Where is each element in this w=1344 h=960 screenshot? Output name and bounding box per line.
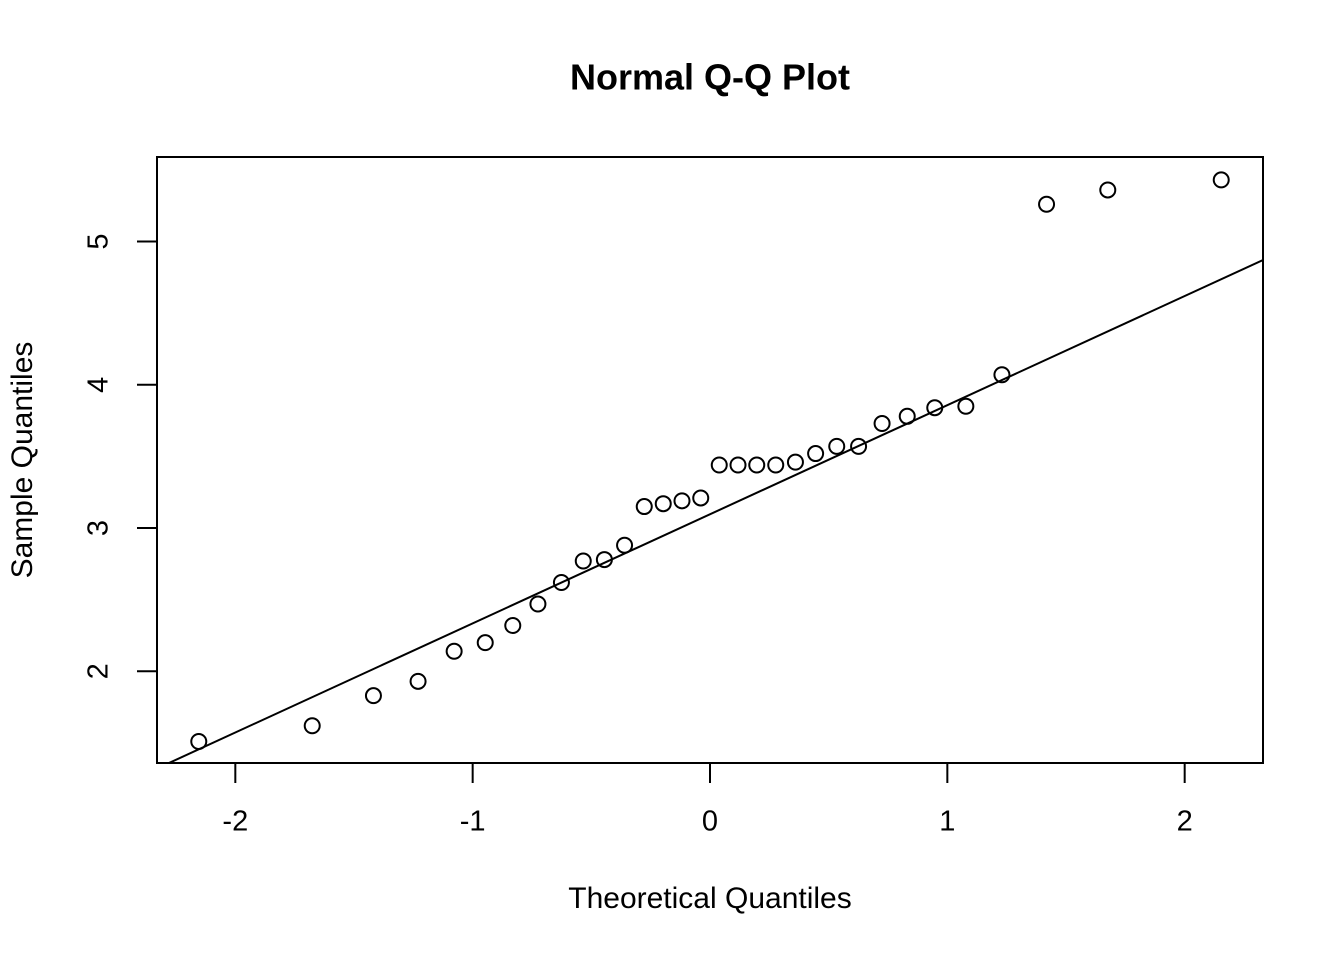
point (748, 456, 766, 474)
x-tick-label: -1 (460, 806, 486, 838)
y-tick-label: 5 (83, 233, 115, 249)
point (1212, 171, 1230, 189)
point (552, 573, 570, 591)
point (807, 445, 825, 463)
point (1038, 195, 1056, 213)
point (1099, 181, 1117, 199)
point (673, 492, 691, 510)
point (926, 399, 944, 417)
point (767, 456, 785, 474)
x-tick-label: 2 (1177, 806, 1193, 838)
point (654, 495, 672, 513)
point (409, 672, 427, 690)
y-tick-label: 3 (83, 520, 115, 536)
reference-line (166, 259, 1263, 763)
point (635, 498, 653, 516)
x-axis-label: Theoretical Quantiles (568, 882, 851, 915)
point (898, 407, 916, 425)
point (692, 489, 710, 507)
point (595, 551, 613, 569)
point (529, 595, 547, 613)
point (476, 634, 494, 652)
y-tick-label: 2 (83, 663, 115, 679)
point (190, 733, 208, 751)
point (850, 437, 868, 455)
point (786, 453, 804, 471)
chart-title: Normal Q-Q Plot (570, 57, 850, 98)
point (364, 687, 382, 705)
point (957, 397, 975, 415)
point (993, 366, 1011, 384)
point (828, 437, 846, 455)
point (445, 642, 463, 660)
point (729, 456, 747, 474)
y-tick-label: 4 (83, 377, 115, 393)
point (574, 552, 592, 570)
point (873, 414, 891, 432)
y-axis-label: Sample Quantiles (6, 342, 39, 579)
point (616, 536, 634, 554)
point (710, 456, 728, 474)
x-tick-label: -2 (222, 806, 248, 838)
point (504, 616, 522, 634)
x-tick-label: 1 (939, 806, 955, 838)
point (303, 717, 321, 735)
plot-frame (156, 156, 1264, 764)
x-tick-label: 0 (702, 806, 718, 838)
